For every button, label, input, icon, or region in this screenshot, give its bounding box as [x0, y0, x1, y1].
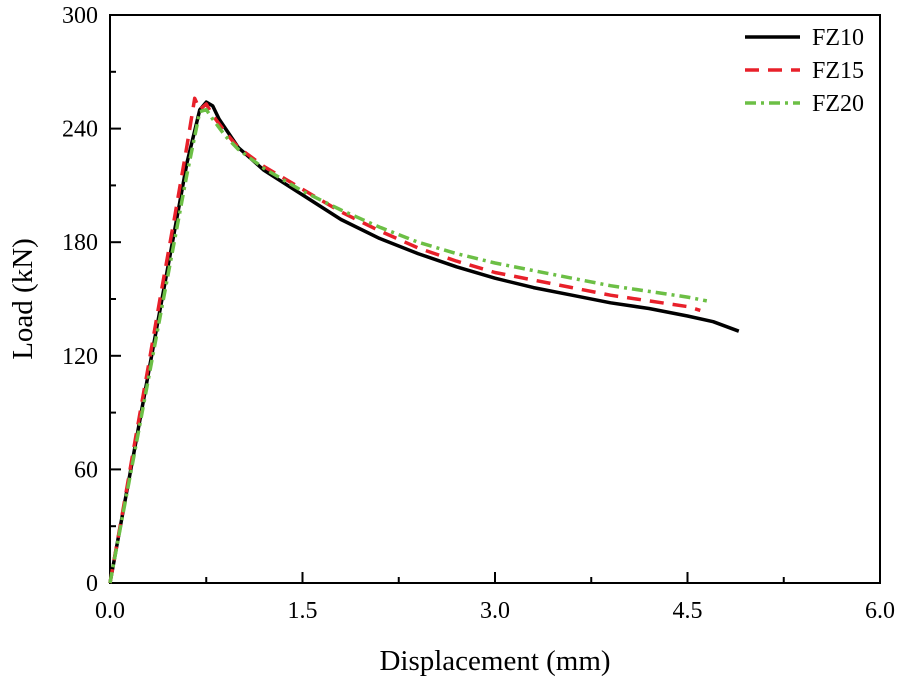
x-tick-label: 0.0 [95, 598, 125, 624]
y-tick-label: 120 [62, 344, 98, 370]
x-tick-label: 1.5 [288, 598, 318, 624]
x-tick-label: 4.5 [673, 598, 703, 624]
x-axis-title: Displacement (mm) [379, 645, 610, 677]
x-tick-label: 3.0 [480, 598, 510, 624]
x-tick-label: 6.0 [865, 598, 895, 624]
y-axis-title: Load (kN) [7, 238, 39, 360]
y-tick-label: 60 [74, 457, 98, 483]
series-layer [108, 96, 740, 584]
plot-area [109, 14, 881, 584]
axes: 0.0 1.5 3.0 4.5 6.0 0 60 120 180 240 300 [62, 3, 895, 624]
y-tick-label: 0 [86, 571, 98, 597]
legend-label-fz20: FZ20 [812, 91, 864, 117]
series-line-fz20 [108, 107, 708, 584]
legend-label-fz15: FZ15 [812, 58, 864, 84]
series-line-fz10 [108, 100, 740, 584]
y-tick-label: 240 [62, 117, 98, 143]
y-tick-label: 180 [62, 230, 98, 256]
series-line-fz15 [108, 96, 701, 584]
y-tick-label: 300 [62, 3, 98, 29]
legend: FZ10 FZ15 FZ20 [745, 25, 864, 117]
legend-label-fz10: FZ10 [812, 25, 864, 51]
plot-frame [109, 14, 881, 584]
